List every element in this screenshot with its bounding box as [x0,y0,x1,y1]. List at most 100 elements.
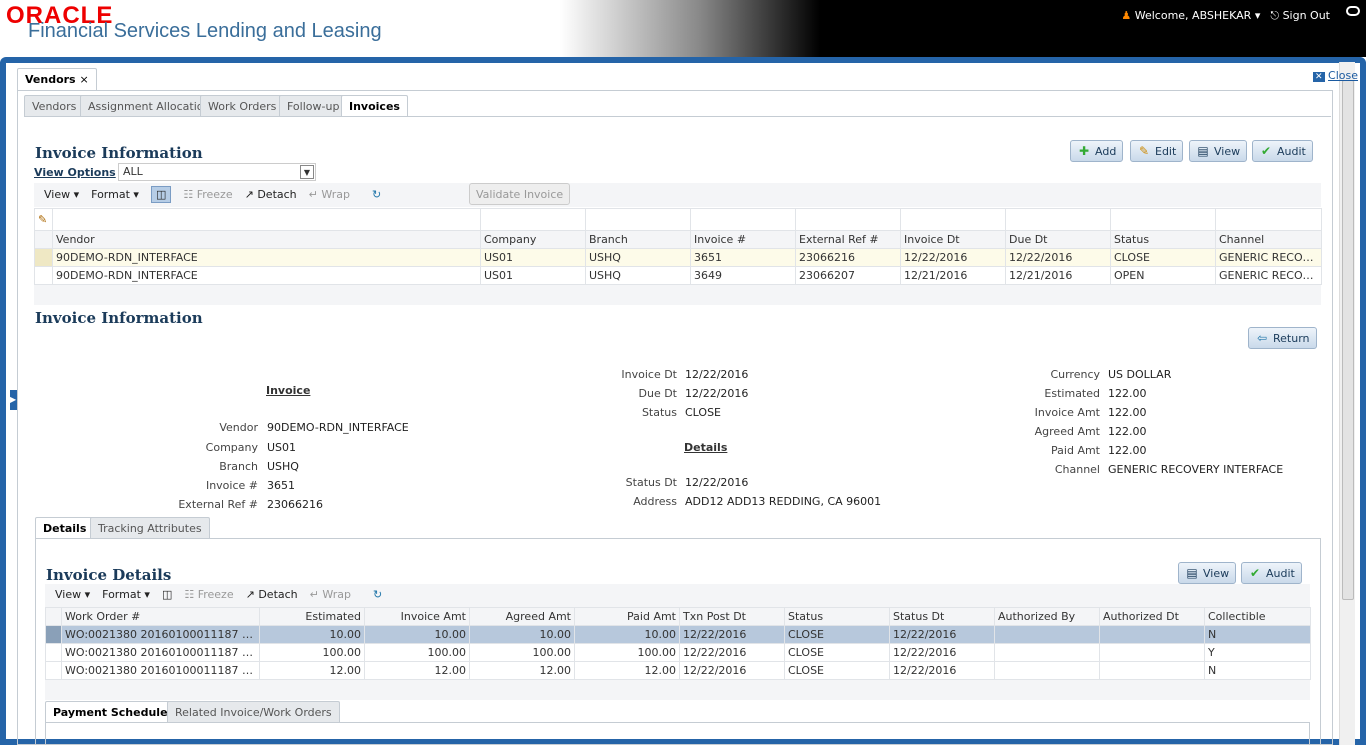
filter-input[interactable] [52,208,481,231]
dropdown-arrow-icon[interactable]: ▼ [300,165,314,179]
col-header[interactable]: Collectible [1204,607,1311,626]
details-freeze-button[interactable]: ☷ Freeze [184,588,234,601]
col-header[interactable]: Invoice Amt [364,607,470,626]
branch-value: USHQ [267,460,299,473]
table-row[interactable]: 90DEMO-RDN_INTERFACE US01 USHQ 3651 23066216… [34,248,1322,267]
audit-button[interactable]: ✔ Audit [1252,140,1313,162]
query-by-example-icon[interactable]: ◫ [161,588,173,601]
validate-invoice-button[interactable]: Validate Invoice [469,183,571,205]
freeze-button[interactable]: ☷ Freeze [183,188,233,201]
details-audit-button[interactable]: ✔ Audit [1241,562,1302,584]
tab-follow-up[interactable]: Follow-up [279,95,348,117]
query-by-example-icon[interactable]: ◫ [150,186,172,203]
sign-out-icon: ⎋ [1270,9,1280,22]
col-header[interactable]: Txn Post Dt [679,607,785,626]
filter-input[interactable] [1110,208,1216,231]
subtab-details[interactable]: Details [35,517,95,539]
details-view-button[interactable]: ▤ View [1178,562,1237,584]
doc-tab-vendors[interactable]: Vendors × [17,68,97,90]
section-invoice-heading: Invoice [266,384,311,397]
tab-work-orders[interactable]: Work Orders [200,95,285,117]
col-header[interactable]: Invoice # [690,230,796,249]
freeze-icon: ☷ [184,588,195,601]
table-row[interactable]: WO:0021380 20160100011187 2798... 10.00 10… [45,625,1311,644]
tab-invoices[interactable]: Invoices [341,95,408,117]
detach-icon: ↗ [245,588,255,601]
filter-input[interactable] [690,208,796,231]
sign-out-link[interactable]: ⎋ Sign Out [1270,9,1330,22]
filter-input[interactable] [795,208,901,231]
details-view-menu[interactable]: View ▾ [55,588,91,601]
refresh-icon[interactable]: ↻ [372,188,382,201]
field-label: Currency [1050,368,1100,381]
edit-button[interactable]: ✎ Edit [1130,140,1184,162]
col-header[interactable]: Authorized By [994,607,1100,626]
field-label: Channel [1054,463,1100,476]
vertical-scrollbar[interactable] [1339,62,1355,745]
add-button[interactable]: ✚ Add [1070,140,1124,162]
table-row[interactable]: 90DEMO-RDN_INTERFACE US01 USHQ 3649 23066207… [34,266,1322,285]
section-details-heading: Details [684,441,728,454]
col-header[interactable]: Status Dt [889,607,995,626]
col-header[interactable]: Company [480,230,586,249]
external-ref-value: 23066216 [267,498,323,511]
details-detach-button[interactable]: ↗ Detach [245,588,298,601]
col-header[interactable]: Authorized Dt [1099,607,1205,626]
pencil-icon: ✎ [1138,144,1150,158]
col-header[interactable]: Status [784,607,890,626]
filter-input[interactable] [1215,208,1322,231]
table-row[interactable]: WO:0021380 20160100011187 2798... 100.00 1… [45,643,1311,662]
col-header[interactable]: Invoice Dt [900,230,1006,249]
format-menu[interactable]: Format ▾ [91,188,139,201]
field-label: Invoice # [205,479,258,492]
check-icon: ✔ [1260,144,1272,158]
field-label: Status [641,406,677,419]
detach-icon: ↗ [244,188,254,201]
field-label: Due Dt [638,387,678,400]
close-tab-icon[interactable]: × [79,73,89,86]
document-icon: ▤ [1186,566,1198,580]
view-options-label[interactable]: View Options [34,166,116,179]
col-header[interactable]: Agreed Amt [469,607,575,626]
col-header[interactable]: Work Order # [61,607,260,626]
header-row: Vendor Company Branch Invoice # External Ref… [34,230,1322,249]
col-header[interactable]: Estimated [259,607,365,626]
tab-vendors[interactable]: Vendors [24,95,85,117]
welcome-user-menu[interactable]: ♟ Welcome, ABSHEKAR ▾ [1121,9,1261,22]
col-header[interactable]: Channel [1215,230,1322,249]
tab-assignment-allocation[interactable]: Assignment Allocation [80,95,219,117]
filter-input[interactable] [480,208,586,231]
col-header[interactable]: Status [1110,230,1216,249]
channel-value: GENERIC RECOVERY INTERFACE [1108,463,1284,476]
subtab-tracking-attributes[interactable]: Tracking Attributes [90,517,210,539]
view-options-select[interactable]: ALL ▼ [118,163,316,181]
filter-input[interactable] [900,208,1006,231]
view-button[interactable]: ▤ View [1189,140,1248,162]
table-row[interactable]: WO:0021380 20160100011187 2798... 12.00 12… [45,661,1311,680]
filter-input[interactable] [585,208,691,231]
refresh-icon[interactable]: ↻ [373,588,383,601]
tab-related-invoice-work-orders[interactable]: Related Invoice/Work Orders [167,701,340,723]
window-icon[interactable] [1346,6,1360,16]
due-dt-value: 12/22/2016 [685,387,749,400]
details-format-menu[interactable]: Format ▾ [102,588,150,601]
details-wrap-button[interactable]: ↵ Wrap [309,588,351,601]
return-button[interactable]: ⇦ Return [1248,327,1317,349]
col-header[interactable]: External Ref # [795,230,901,249]
filter-input[interactable] [1005,208,1111,231]
close-link[interactable]: ✕ Close [1313,69,1359,82]
tab-payment-schedule[interactable]: Payment Schedule [45,701,176,723]
view-menu[interactable]: View ▾ [44,188,80,201]
estimated-value: 122.00 [1108,387,1147,400]
check-icon: ✔ [1249,566,1261,580]
col-header[interactable]: Vendor [52,230,481,249]
plus-icon: ✚ [1078,144,1090,158]
col-header[interactable]: Due Dt [1005,230,1111,249]
col-header[interactable]: Branch [585,230,691,249]
wrap-button[interactable]: ↵ Wrap [308,188,350,201]
detach-button[interactable]: ↗ Detach [244,188,297,201]
sidebar-toggle[interactable]: ▶ [10,390,18,410]
clear-filter-icon[interactable]: ✎ [34,208,53,231]
col-header[interactable]: Paid Amt [574,607,680,626]
field-label: Company [205,441,258,454]
